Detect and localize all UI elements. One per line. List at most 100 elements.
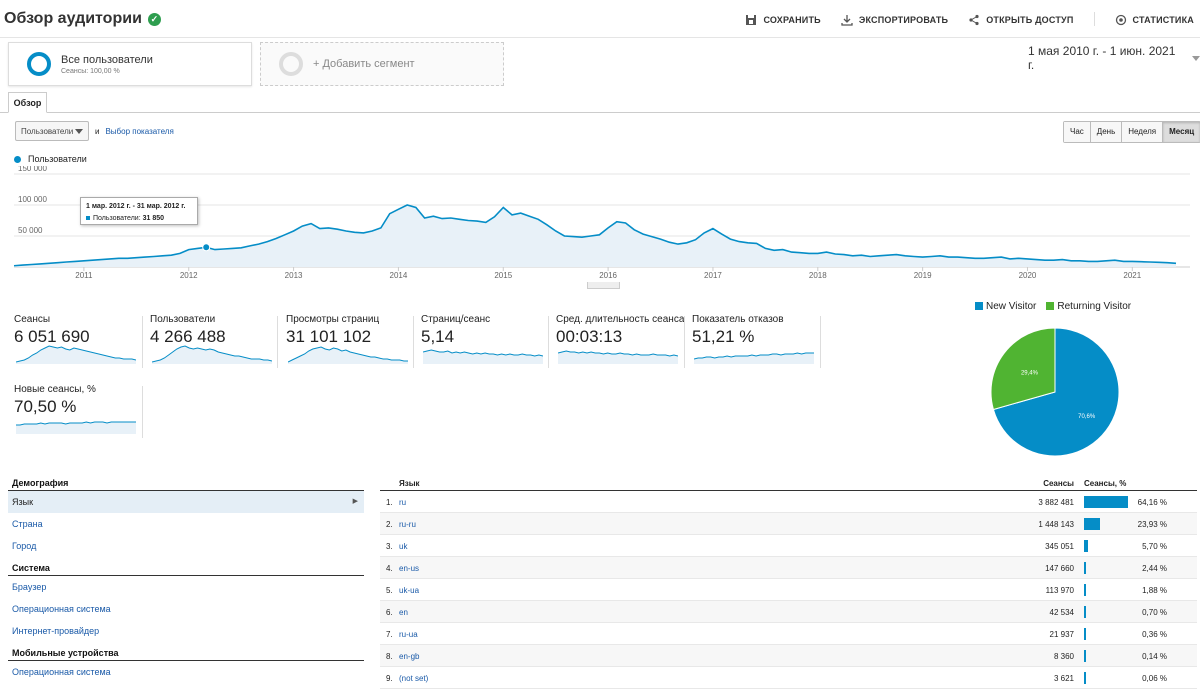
table-row: 1. ru 3 882 481 64,16 %	[380, 491, 1197, 513]
table-row: 2. ru-ru 1 448 143 23,93 %	[380, 513, 1197, 535]
row-language-link[interactable]: ru-ru	[399, 520, 416, 529]
header-language[interactable]: Язык	[399, 479, 420, 488]
nav-item[interactable]: Язык ▶	[8, 491, 364, 513]
add-segment-label: + Добавить сегмент	[313, 58, 415, 70]
row-index: 6.	[386, 608, 393, 617]
insights-button[interactable]: СТАТИСТИКА	[1115, 13, 1194, 26]
header-sessions[interactable]: Сеансы	[1043, 479, 1074, 488]
y-tick-label: 50 000	[18, 226, 43, 235]
nav-item[interactable]: Операционная система	[8, 598, 364, 620]
pie-slice[interactable]	[992, 327, 1120, 457]
granularity-hour[interactable]: Час	[1064, 122, 1091, 142]
table-row: 6. en 42 534 0,70 %	[380, 601, 1197, 623]
row-index: 4.	[386, 564, 393, 573]
row-sessions: 3 882 481	[1038, 498, 1074, 507]
metric-card[interactable]: Просмотры страниц 31 101 102	[286, 314, 418, 366]
row-share-bar-track	[1084, 650, 1128, 662]
row-index: 2.	[386, 520, 393, 529]
sparkline-line	[288, 346, 408, 363]
expand-chart-handle[interactable]	[587, 282, 620, 289]
granularity-day[interactable]: День	[1090, 122, 1123, 142]
row-language-link[interactable]: uk-ua	[399, 586, 420, 595]
row-sessions-pct: 0,14 %	[1142, 652, 1167, 661]
header-sessions-pct[interactable]: Сеансы, %	[1084, 479, 1127, 488]
metric-sparkline	[288, 346, 408, 364]
users-area-chart[interactable]: 150 000 100 000 50 000 2011 2012 2013 2014 2015…	[0, 166, 1200, 286]
segment-all-users[interactable]: Все пользователи Сеансы: 100,00 %	[8, 42, 252, 86]
series-dot-icon	[14, 155, 21, 163]
metric-value: 4 266 488	[150, 327, 226, 346]
sparkline-line	[152, 345, 272, 363]
granularity-month[interactable]: Месяц	[1163, 122, 1200, 142]
visitor-pie-chart[interactable]: 70,6% 29,4%	[985, 322, 1125, 462]
add-segment-button[interactable]: + Добавить сегмент	[260, 42, 504, 86]
metric-label: Новые сеансы, %	[14, 384, 96, 395]
table-header: Язык Сеансы Сеансы, %	[380, 478, 1197, 491]
row-sessions-pct: 1,88 %	[1142, 586, 1167, 595]
row-share-bar-track	[1084, 584, 1128, 596]
row-language-link[interactable]: (not set)	[399, 674, 429, 683]
chevron-down-icon	[75, 128, 83, 134]
row-language-link[interactable]: en-us	[399, 564, 420, 573]
pie-slice[interactable]	[990, 327, 1056, 411]
nav-item-label: Интернет-провайдер	[12, 626, 100, 636]
tab-overview[interactable]: Обзор	[8, 92, 47, 113]
legend-label: Пользователи	[28, 154, 87, 164]
granularity-week[interactable]: Неделя	[1122, 122, 1164, 142]
nav-item-label: Операционная система	[12, 667, 111, 677]
metric-select-value: Пользователи	[21, 126, 74, 136]
row-share-bar	[1084, 606, 1086, 618]
segment-ring-icon-empty	[279, 52, 303, 76]
nav-item[interactable]: Браузер	[8, 576, 364, 598]
metric-sparkline	[694, 352, 814, 364]
save-icon	[746, 14, 757, 25]
nav-item[interactable]: Операционная система	[8, 661, 364, 683]
sparkline-fill	[16, 346, 136, 364]
row-language-link[interactable]: en	[399, 608, 408, 617]
row-language-link[interactable]: ru-ua	[399, 630, 418, 639]
metric-divider	[820, 316, 821, 368]
row-share-bar-track	[1084, 540, 1128, 552]
metric-select[interactable]: Пользователи	[15, 121, 89, 141]
row-share-bar	[1084, 628, 1086, 640]
metric-card[interactable]: Пользователи 4 266 488	[150, 314, 282, 366]
row-sessions-pct: 0,70 %	[1142, 608, 1167, 617]
metric-divider	[277, 316, 278, 368]
date-range-picker[interactable]: 1 мая 2010 г. - 1 июн. 2021 г.	[1028, 44, 1200, 72]
demography-nav: Демография Язык ▶ Страна Город Система Браузер…	[8, 478, 364, 683]
highlight-point[interactable]	[202, 243, 211, 252]
chart-tooltip: 1 мар. 2012 г. - 31 мар. 2012 г. Пользов…	[80, 197, 198, 225]
metric-card[interactable]: Страниц/сеанс 5,14	[421, 314, 553, 366]
share-button[interactable]: ОТКРЫТЬ ДОСТУП	[968, 13, 1073, 26]
table-row: 5. uk-ua 113 970 1,88 %	[380, 579, 1197, 601]
pie-legend-returning-label: Returning Visitor	[1057, 301, 1132, 312]
insights-label: СТАТИСТИКА	[1132, 14, 1194, 25]
metric-card[interactable]: Сред. длительность сеанса 00:03:13	[556, 314, 688, 366]
metric-label: Сред. длительность сеанса	[556, 314, 685, 325]
segment-ring-icon	[27, 52, 51, 76]
metric-divider	[142, 316, 143, 368]
nav-item[interactable]: Страна	[8, 513, 364, 535]
download-icon	[841, 14, 853, 26]
row-language-link[interactable]: ru	[399, 498, 407, 507]
nav-item[interactable]: Город	[8, 535, 364, 557]
metric-card[interactable]: Показатель отказов 51,21 %	[692, 314, 824, 366]
metric-sparkline	[152, 345, 272, 364]
export-button[interactable]: ЭКСПОРТИРОВАТЬ	[841, 13, 948, 26]
metric-divider	[142, 386, 143, 438]
row-index: 1.	[386, 498, 393, 507]
metric-value: 31 101 102	[286, 327, 372, 346]
chart-legend: Пользователи	[14, 154, 87, 164]
row-language-link[interactable]: en-gb	[399, 652, 420, 661]
row-language-link[interactable]: uk	[399, 542, 408, 551]
metric-card[interactable]: Новые сеансы, % 70,50 %	[14, 384, 146, 436]
choose-metric-link[interactable]: Выбор показателя	[105, 126, 174, 136]
tooltip-label: Пользователи	[93, 215, 139, 222]
nav-item[interactable]: Интернет-провайдер	[8, 620, 364, 642]
x-tick-label: 2021	[1123, 271, 1141, 280]
sparkline-line	[423, 349, 543, 357]
metric-card[interactable]: Сеансы 6 051 690	[14, 314, 146, 366]
save-button[interactable]: СОХРАНИТЬ	[745, 13, 821, 26]
swatch-icon	[1046, 302, 1055, 310]
granularity-toggle: Час День Неделя Месяц	[1063, 121, 1200, 143]
